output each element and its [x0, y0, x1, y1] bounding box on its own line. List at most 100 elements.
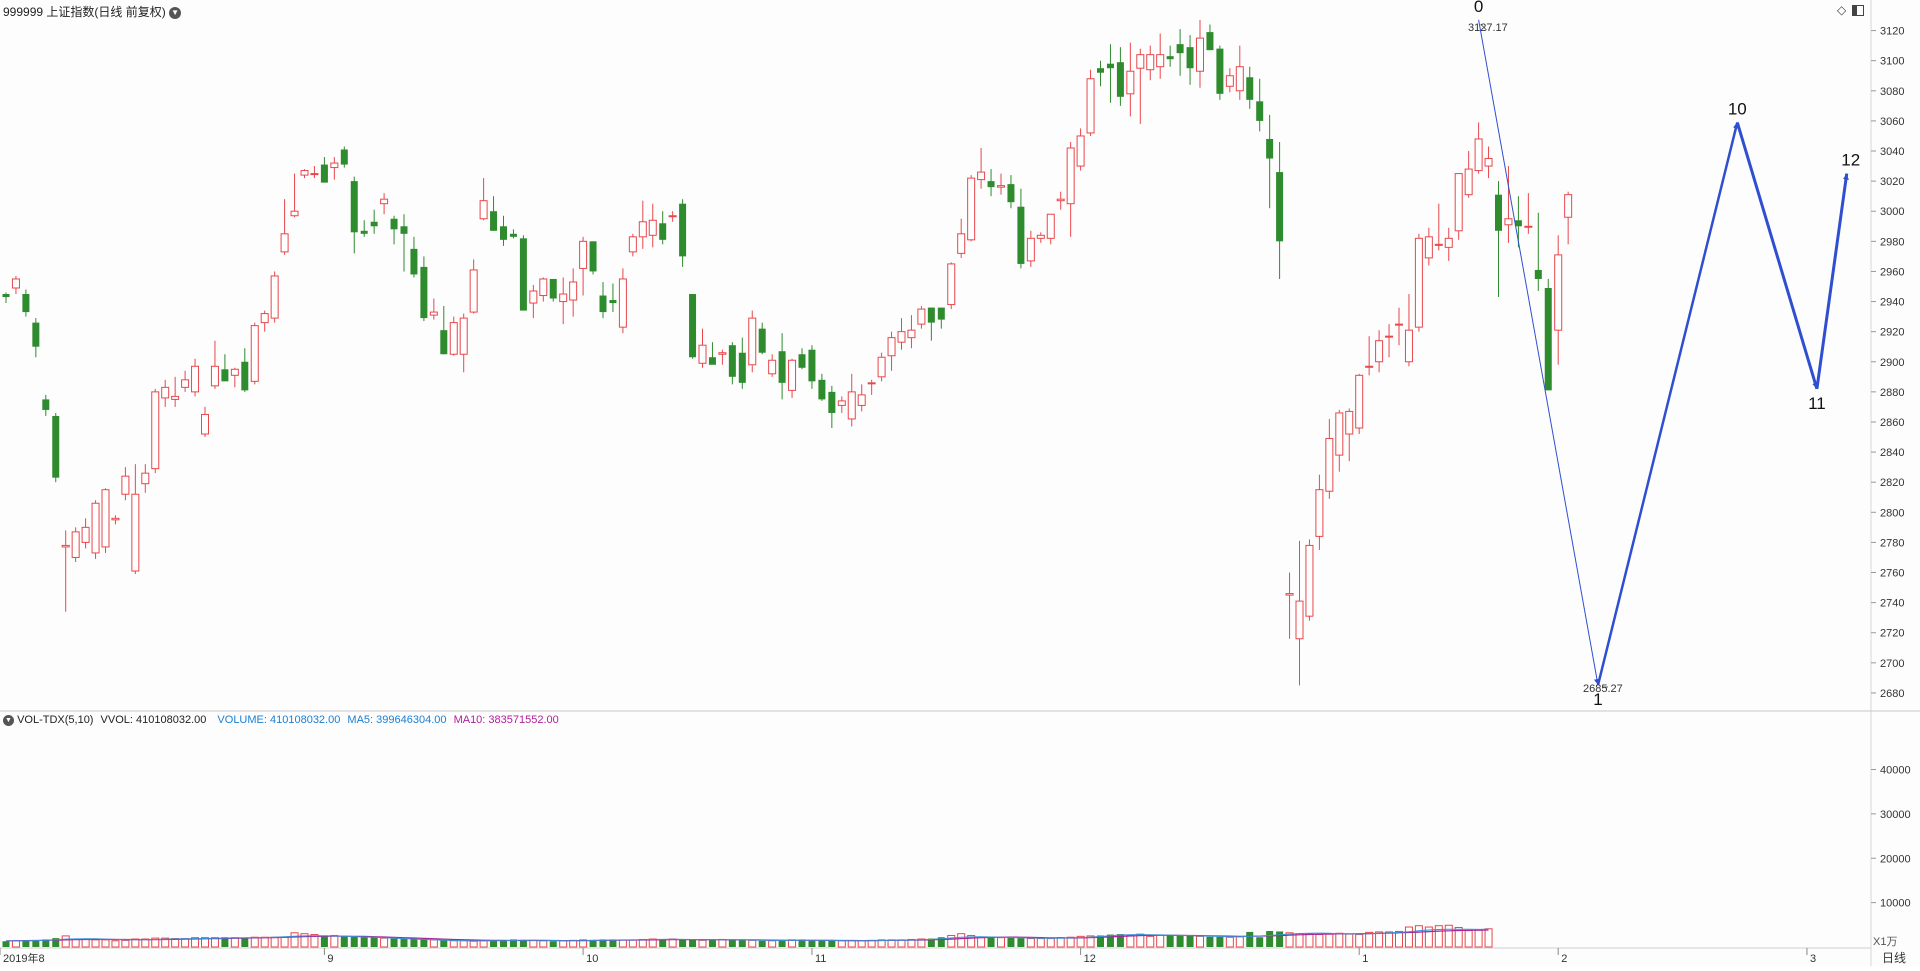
candle-body: [1186, 47, 1194, 69]
volume-bar: [768, 940, 777, 948]
candle-body: [101, 489, 110, 548]
candle-body: [250, 325, 259, 382]
volume-bar: [1235, 936, 1244, 948]
candlestick: [818, 373, 826, 401]
period-label[interactable]: 日线: [1882, 951, 1906, 965]
price-tick-label: 2820: [1880, 477, 1904, 489]
candlestick: [1424, 227, 1433, 266]
candle-body: [937, 307, 945, 320]
wave-segment: [1478, 19, 1600, 686]
volume-bar: [81, 938, 90, 948]
candlestick: [897, 318, 906, 350]
volume-bar: [449, 940, 458, 948]
price-tick-label: 2980: [1880, 236, 1904, 248]
chevron-down-icon[interactable]: ▼: [3, 714, 14, 726]
candlestick: [1335, 409, 1344, 472]
candlestick: [1007, 175, 1015, 209]
candle-body: [1454, 173, 1463, 232]
candle-body: [350, 181, 358, 233]
candlestick: [977, 148, 986, 189]
candle-body: [121, 475, 130, 495]
diamond-icon[interactable]: ◇: [1837, 3, 1847, 17]
candlestick: [330, 157, 339, 180]
price-tick-label: 2860: [1880, 417, 1904, 429]
candlestick: [61, 530, 70, 612]
candlestick: [1474, 122, 1483, 174]
candlestick: [1504, 166, 1513, 243]
candle-body: [668, 215, 677, 218]
candle-body: [1375, 340, 1384, 363]
volume-bar: [987, 937, 995, 947]
candle-body: [1206, 32, 1214, 51]
volume-bar: [579, 939, 588, 948]
candlestick: [1246, 66, 1254, 109]
candle-body: [42, 399, 50, 410]
volume-bar: [71, 938, 80, 948]
candlestick: [370, 209, 378, 234]
candlestick: [698, 328, 707, 368]
volume-bar: [1256, 937, 1264, 947]
volume-bar: [937, 937, 945, 947]
candlestick: [181, 370, 190, 392]
candle-body: [91, 502, 100, 554]
candle-body: [1464, 168, 1473, 196]
volume-bar: [161, 937, 170, 948]
price-tick-label: 2840: [1880, 447, 1904, 459]
volume-value: VOLUME: 410108032.00: [217, 714, 341, 726]
window-toggle-icon[interactable]: [1852, 5, 1864, 16]
volume-bar: [1017, 938, 1025, 947]
candle-body: [689, 294, 697, 358]
candle-body: [280, 233, 289, 253]
volume-bar: [659, 939, 667, 947]
volume-bar: [1365, 931, 1374, 948]
candlestick: [1434, 203, 1443, 251]
volume-bar: [1246, 931, 1254, 947]
candle-body: [1564, 194, 1573, 218]
candle-body: [539, 278, 548, 297]
volume-bar: [1484, 928, 1493, 948]
candle-body: [867, 382, 876, 385]
candlestick: [111, 515, 120, 525]
candle-body: [728, 345, 736, 377]
candlestick: [877, 352, 886, 382]
candle-body: [260, 313, 269, 324]
candle-body: [1285, 593, 1294, 596]
candlestick: [1315, 474, 1324, 550]
candlestick: [310, 166, 319, 179]
volume-bar: [828, 940, 836, 947]
volume-bar: [569, 939, 578, 948]
vvol-value: VVOL: 410108032.00: [100, 714, 207, 726]
candlestick: [628, 233, 637, 257]
candlesticks: [2, 20, 1573, 686]
volume-bar: [1166, 935, 1174, 947]
candlestick: [738, 337, 746, 389]
volume-bar: [370, 937, 378, 947]
candlestick: [539, 277, 548, 302]
volume-bar: [509, 939, 517, 947]
candlestick: [1225, 68, 1234, 93]
candle-body: [1424, 236, 1433, 259]
price-tick-label: 2940: [1880, 297, 1904, 309]
price-tick-label: 3120: [1880, 26, 1904, 38]
candlestick: [210, 340, 219, 389]
candle-body: [1305, 544, 1314, 617]
candle-body: [798, 354, 806, 368]
candlestick: [2, 292, 10, 304]
candle-body: [529, 290, 538, 304]
candlestick: [1066, 141, 1075, 237]
candlestick: [758, 322, 766, 355]
volume-bar: [330, 934, 339, 948]
candle-body: [2, 294, 10, 298]
candle-body: [1146, 54, 1155, 71]
candlestick: [440, 306, 448, 355]
candle-body: [390, 218, 398, 230]
candlestick: [1544, 278, 1552, 391]
candlestick: [1176, 29, 1184, 76]
volume-bar: [1196, 935, 1204, 948]
candle-body: [221, 369, 229, 382]
volume-bar: [1106, 934, 1114, 947]
chevron-down-icon[interactable]: ▼: [169, 6, 182, 19]
price-axis: 2680 2700 2720 2740 2760 2780 2800 2820 2840 2860…: [1871, 26, 1904, 700]
